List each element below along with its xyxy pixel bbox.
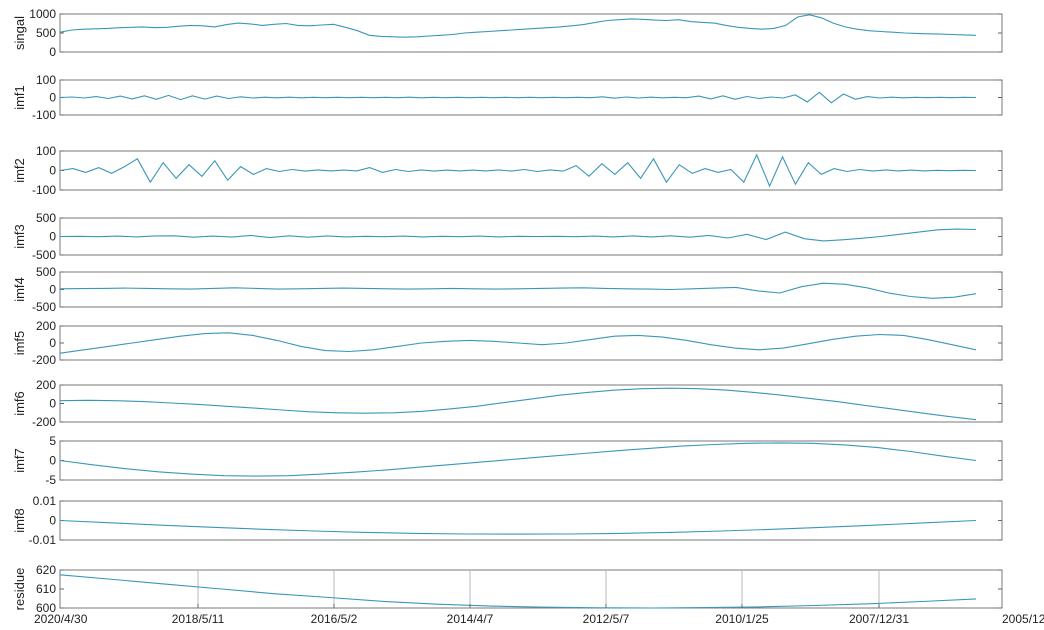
y-tick-label: -100 bbox=[32, 108, 56, 122]
x-tick-label: 2007/12/31 bbox=[849, 612, 909, 626]
y-tick-label: 0 bbox=[49, 514, 56, 528]
panel-frame bbox=[59, 569, 1003, 609]
y-tick-label: 0 bbox=[49, 164, 56, 178]
x-tick-label: 2014/4/7 bbox=[447, 612, 494, 626]
x-tick-label: 2012/5/7 bbox=[583, 612, 630, 626]
panel-imf3: 500 0 -500 imf3 bbox=[12, 211, 1003, 262]
y-tick-label: -5 bbox=[45, 473, 56, 487]
y-axis-label: imf3 bbox=[12, 224, 27, 249]
y-tick-label: -0.01 bbox=[29, 533, 57, 547]
y-tick-label: -200 bbox=[32, 415, 56, 429]
y-tick-label: 500 bbox=[36, 26, 56, 40]
panel-frame bbox=[59, 325, 1003, 361]
y-tick-label: 500 bbox=[36, 211, 56, 225]
series-line-imf6 bbox=[59, 387, 977, 421]
y-tick-label: 620 bbox=[36, 563, 56, 577]
x-tick-label: 2018/5/11 bbox=[172, 612, 225, 626]
y-axis-label: imf6 bbox=[12, 391, 27, 416]
y-tick-label: 0 bbox=[49, 397, 56, 411]
y-tick-label: 610 bbox=[36, 582, 56, 596]
y-tick-label: 100 bbox=[36, 144, 56, 158]
y-tick-label: 200 bbox=[36, 319, 56, 333]
y-tick-label: 1000 bbox=[29, 7, 56, 21]
y-tick-label: -500 bbox=[32, 300, 56, 314]
y-axis-label: imf1 bbox=[12, 85, 27, 110]
series-line-imf8 bbox=[59, 519, 977, 535]
x-tick-label: 2016/5/2 bbox=[311, 612, 358, 626]
series-line-imf3 bbox=[59, 228, 977, 242]
y-tick-label: 0 bbox=[49, 45, 56, 59]
panel-imf2: 100 0 -100 imf2 bbox=[12, 144, 1003, 197]
x-tick-label: 2010/1/25 bbox=[715, 612, 769, 626]
y-tick-label: 0.01 bbox=[33, 494, 57, 508]
panel-imf5: 200 0 -200 imf5 bbox=[12, 319, 1003, 367]
series-line-imf7 bbox=[59, 442, 977, 477]
y-tick-label: 600 bbox=[36, 601, 56, 615]
y-tick-label: -100 bbox=[32, 183, 56, 197]
panel-frame bbox=[59, 384, 1003, 423]
series-line-residue bbox=[59, 574, 977, 609]
y-axis-label: residue bbox=[12, 568, 27, 611]
y-axis-label: imf5 bbox=[12, 331, 27, 356]
y-tick-label: 200 bbox=[36, 378, 56, 392]
y-tick-label: -500 bbox=[32, 248, 56, 262]
series-line-imf2 bbox=[59, 153, 977, 188]
series-line-imf5 bbox=[59, 332, 977, 354]
panel-imf4: 500 0 -500 imf4 bbox=[12, 265, 1003, 314]
x-tick-label: 2020/4/30 bbox=[34, 612, 88, 626]
y-tick-label: 0 bbox=[49, 230, 56, 244]
y-axis-label: imf4 bbox=[12, 277, 27, 302]
series-line-imf1 bbox=[59, 91, 977, 104]
x-tick-label: 2005/12/5 bbox=[1002, 612, 1044, 626]
y-tick-label: 5 bbox=[49, 434, 56, 448]
panel-residue: 620 610 600 residue bbox=[12, 563, 1003, 615]
y-tick-label: 100 bbox=[36, 73, 56, 87]
y-axis-label: singal bbox=[12, 16, 27, 50]
panel-singal: 1000 500 0 singal bbox=[12, 7, 1003, 59]
y-tick-label: 0 bbox=[49, 336, 56, 350]
series-line-singal bbox=[59, 14, 977, 38]
y-tick-label: 500 bbox=[36, 265, 56, 279]
y-axis-label: imf2 bbox=[12, 158, 27, 183]
series-line-imf4 bbox=[59, 282, 977, 299]
y-tick-label: 0 bbox=[49, 283, 56, 297]
panel-imf6: 200 0 -200 imf6 bbox=[12, 378, 1003, 429]
y-axis-label: imf7 bbox=[12, 448, 27, 473]
y-axis-label: imf8 bbox=[12, 508, 27, 533]
x-axis: 2020/4/30 2018/5/11 2016/5/2 2014/4/7 2012/5… bbox=[34, 604, 1044, 626]
y-tick-label: 0 bbox=[49, 454, 56, 468]
panel-imf1: 100 0 -100 imf1 bbox=[12, 73, 1003, 122]
panel-imf7: 5 0 -5 imf7 bbox=[12, 434, 1003, 487]
y-tick-label: -200 bbox=[32, 353, 56, 367]
y-tick-label: 0 bbox=[49, 91, 56, 105]
panel-frame bbox=[59, 13, 1003, 53]
panel-frame bbox=[59, 271, 1003, 308]
